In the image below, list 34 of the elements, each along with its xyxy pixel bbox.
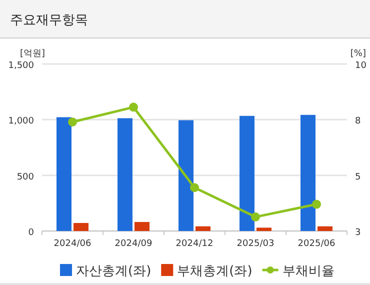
point: [312, 200, 321, 209]
bar: [256, 228, 272, 231]
y-tick-label: 500: [16, 172, 34, 182]
bar: [178, 120, 194, 231]
x-tick-label: 2024/09: [114, 239, 152, 249]
bar: [318, 226, 332, 231]
legend-label: 자산총계(좌): [76, 264, 152, 279]
point: [251, 212, 260, 222]
y-axis-title: [억원]: [20, 49, 46, 59]
y2-axis-title: [%]: [350, 49, 366, 59]
y2-tick-label: 5: [355, 172, 361, 182]
y-tick-label: 0: [28, 228, 34, 238]
bar: [196, 226, 210, 231]
legend-label: 부채비율: [282, 264, 334, 279]
bar: [56, 117, 72, 231]
chart-title: 주요재무항목: [10, 13, 88, 28]
bar: [240, 116, 254, 231]
point: [190, 183, 199, 192]
bar: [300, 114, 316, 231]
y-tick-label: 1,500: [8, 61, 34, 71]
x-tick-label: 2024/12: [176, 239, 214, 249]
point: [68, 117, 77, 126]
x-tick-label: 2024/06: [54, 239, 92, 249]
x-tick-label: 2025/03: [236, 239, 274, 249]
y-tick-label: 1,000: [8, 116, 34, 127]
bar: [134, 222, 150, 231]
y2-tick-label: 10: [355, 61, 367, 71]
y2-tick-label: 3: [355, 228, 361, 238]
point: [129, 102, 138, 112]
bar: [74, 222, 88, 231]
legend-label: 부채총계(좌): [177, 264, 252, 279]
bar: [118, 118, 132, 231]
x-tick-label: 2025/06: [298, 239, 336, 249]
y2-tick-label: 8: [355, 116, 361, 127]
